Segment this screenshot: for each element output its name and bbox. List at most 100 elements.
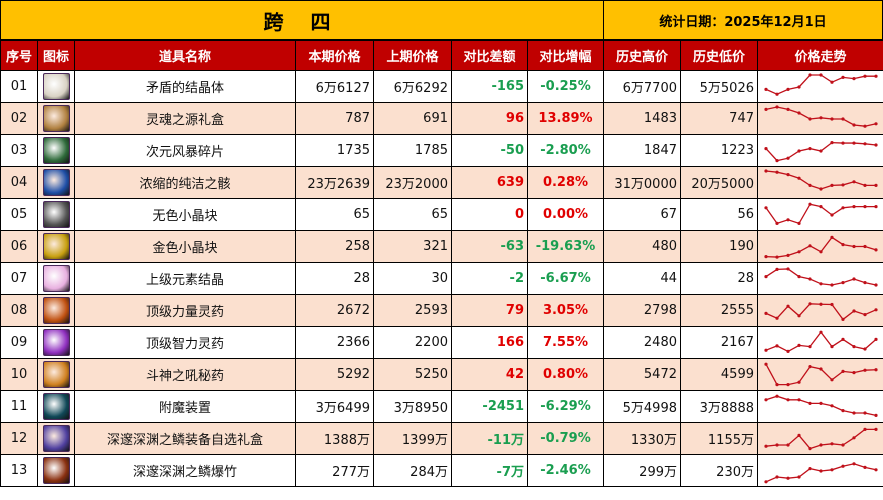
- table-row: 05 无色小晶块 65 65 0 0.00% 67 56: [0, 198, 883, 231]
- row-number: 09: [0, 326, 38, 359]
- item-icon-cell: [37, 390, 75, 423]
- price-change-pct: 3.05%: [527, 294, 604, 327]
- price-trend-sparkline: [757, 230, 883, 263]
- row-number: 07: [0, 262, 38, 295]
- price-diff: 0: [451, 198, 528, 231]
- price-diff: -165: [451, 70, 528, 103]
- history-high: 44: [603, 262, 681, 295]
- soul-gift-box-icon: [42, 105, 70, 132]
- history-high: 1483: [603, 102, 681, 135]
- condensed-pure-bone-icon: [42, 169, 70, 196]
- price-diff: 96: [451, 102, 528, 135]
- price-trend-sparkline: [757, 102, 883, 135]
- current-price: 787: [295, 102, 374, 135]
- row-number: 13: [0, 454, 38, 487]
- price-trend-sparkline: [757, 454, 883, 487]
- sparkline-chart: [764, 462, 878, 484]
- col-header-pct: 对比增幅: [527, 40, 604, 71]
- history-high: 67: [603, 198, 681, 231]
- item-name: 无色小晶块: [74, 198, 296, 231]
- price-trend-sparkline: [757, 134, 883, 167]
- abyss-scale-equipment-box-icon: [42, 425, 70, 452]
- column-header-row: 序号 图标 道具名称 本期价格 上期价格 对比差额 对比增幅 历史高价 历史低价…: [0, 40, 883, 71]
- table-row: 03 次元风暴碎片 1735 1785 -50 -2.80% 1847 1223: [0, 134, 883, 167]
- table-row: 07 上级元素结晶 28 30 -2 -6.67% 44 28: [0, 262, 883, 295]
- current-price: 2366: [295, 326, 374, 359]
- item-name: 顶级智力灵药: [74, 326, 296, 359]
- price-change-pct: 13.89%: [527, 102, 604, 135]
- previous-price: 23万2000: [373, 166, 452, 199]
- enchant-device-icon: [42, 393, 70, 420]
- top-intelligence-elixir-icon: [42, 329, 70, 356]
- price-trend-sparkline: [757, 422, 883, 455]
- row-number: 04: [0, 166, 38, 199]
- col-header-name: 道具名称: [74, 40, 296, 71]
- price-trend-sparkline: [757, 390, 883, 423]
- price-change-pct: -0.79%: [527, 422, 604, 455]
- history-high: 5472: [603, 358, 681, 391]
- sparkline-chart: [764, 302, 878, 321]
- table-row: 01 矛盾的结晶体 6万6127 6万6292 -165 -0.25% 6万77…: [0, 70, 883, 103]
- history-high: 1330万: [603, 422, 681, 455]
- item-icon-cell: [37, 102, 75, 135]
- table-row: 11 附魔装置 3万6499 3万8950 -2451 -6.29% 5万499…: [0, 390, 883, 423]
- price-diff: -63: [451, 230, 528, 263]
- table-row: 13 深邃深渊之鳞爆竹 277万 284万 -7万 -2.46% 299万 23…: [0, 454, 883, 487]
- current-price: 3万6499: [295, 390, 374, 423]
- table-row: 04 浓缩的纯洁之骸 23万2639 23万2000 639 0.28% 31万…: [0, 166, 883, 199]
- price-diff: 42: [451, 358, 528, 391]
- price-trend-sparkline: [757, 262, 883, 295]
- price-diff: -7万: [451, 454, 528, 487]
- current-price: 5292: [295, 358, 374, 391]
- history-low: 1223: [680, 134, 758, 167]
- previous-price: 30: [373, 262, 452, 295]
- current-price: 23万2639: [295, 166, 374, 199]
- abyss-scale-firecracker-icon: [42, 457, 70, 484]
- sheet-title: 跨 四: [0, 0, 604, 40]
- item-name: 顶级力量灵药: [74, 294, 296, 327]
- history-low: 230万: [680, 454, 758, 487]
- history-high: 1847: [603, 134, 681, 167]
- price-change-pct: -6.29%: [527, 390, 604, 423]
- crystal-shard-icon: [42, 73, 70, 100]
- sparkline-chart: [764, 267, 878, 287]
- history-low: 747: [680, 102, 758, 135]
- sparkline-chart: [764, 330, 878, 353]
- previous-price: 2593: [373, 294, 452, 327]
- item-icon-cell: [37, 230, 75, 263]
- colorless-crystal-icon: [42, 201, 70, 228]
- history-low: 2555: [680, 294, 758, 327]
- row-number: 12: [0, 422, 38, 455]
- sparkline-chart: [764, 202, 878, 225]
- previous-price: 1785: [373, 134, 452, 167]
- col-header-current-price: 本期价格: [295, 40, 374, 71]
- gold-crystal-icon: [42, 233, 70, 260]
- item-name: 灵魂之源礼盒: [74, 102, 296, 135]
- current-price: 65: [295, 198, 374, 231]
- history-low: 190: [680, 230, 758, 263]
- history-high: 5万4998: [603, 390, 681, 423]
- item-icon-cell: [37, 134, 75, 167]
- item-name: 深邃深渊之鳞爆竹: [74, 454, 296, 487]
- sparkline-chart: [764, 73, 878, 96]
- item-name: 附魔装置: [74, 390, 296, 423]
- price-change-pct: 0.00%: [527, 198, 604, 231]
- table-row: 10 斗神之吼秘药 5292 5250 42 0.80% 5472 4599: [0, 358, 883, 391]
- history-high: 480: [603, 230, 681, 263]
- table-row: 12 深邃深渊之鳞装备自选礼盒 1388万 1399万 -11万 -0.79% …: [0, 422, 883, 455]
- sparkline-chart: [764, 141, 878, 163]
- row-number: 03: [0, 134, 38, 167]
- col-header-diff: 对比差额: [451, 40, 528, 71]
- price-trend-sparkline: [757, 70, 883, 103]
- current-price: 1735: [295, 134, 374, 167]
- sparkline-chart: [764, 169, 878, 191]
- history-low: 20万5000: [680, 166, 758, 199]
- sparkline-chart: [764, 362, 878, 387]
- item-icon-cell: [37, 326, 75, 359]
- price-table: 序号 图标 道具名称 本期价格 上期价格 对比差额 对比增幅 历史高价 历史低价…: [0, 40, 883, 487]
- price-change-pct: 0.28%: [527, 166, 604, 199]
- price-change-pct: -6.67%: [527, 262, 604, 295]
- item-icon-cell: [37, 422, 75, 455]
- history-low: 3万8888: [680, 390, 758, 423]
